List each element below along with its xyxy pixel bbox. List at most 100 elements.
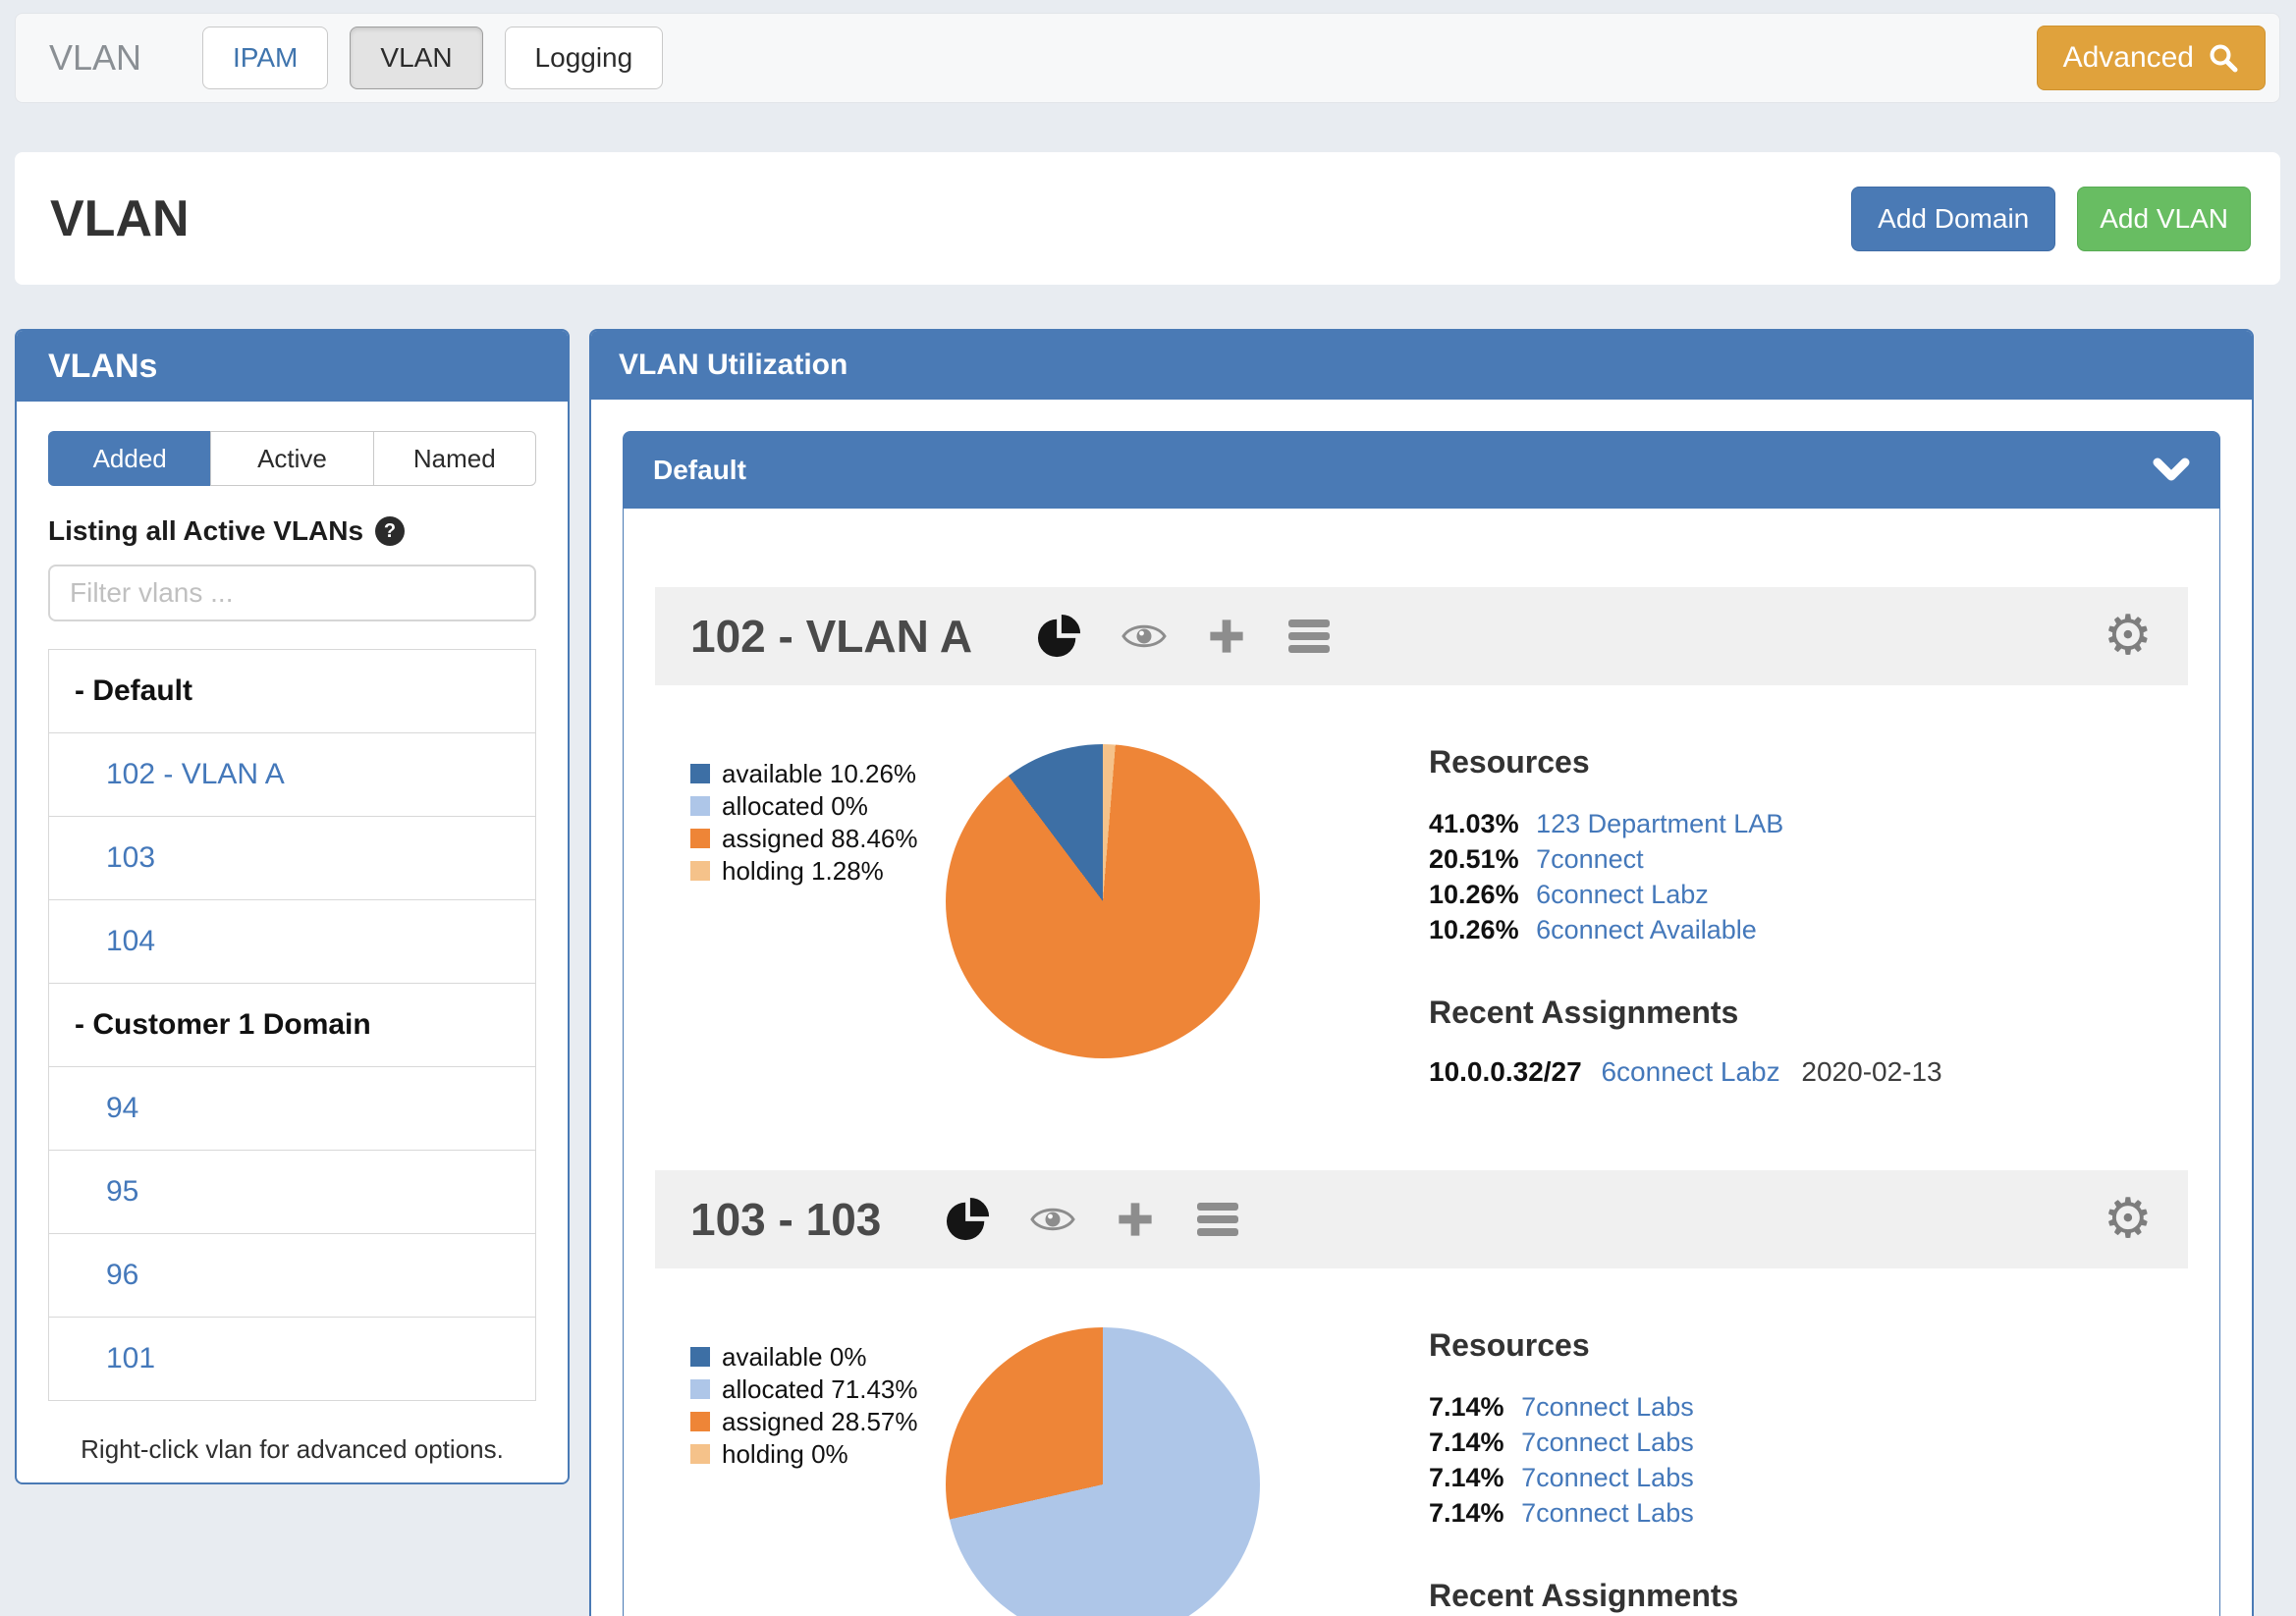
resource-row: 10.26% 6connect Available: [1429, 912, 1942, 947]
pie-legend: available 10.26% allocated 0% assigned 8…: [690, 744, 946, 1088]
vlan-card-actions: [946, 1197, 1240, 1242]
vlan-row[interactable]: 96: [49, 1234, 535, 1318]
menu-bars-icon[interactable]: [1286, 616, 1332, 657]
vlan-domain-row[interactable]: - Customer 1 Domain: [49, 984, 535, 1067]
vlan-card-102: 102 - VLAN A: [655, 587, 2188, 1123]
plus-icon[interactable]: [1115, 1199, 1156, 1240]
utilization-pie-chart: [946, 744, 1260, 1058]
legend-label: allocated 0%: [722, 791, 868, 821]
tab-logging[interactable]: Logging: [504, 27, 664, 89]
tab-ipam[interactable]: IPAM: [202, 27, 329, 89]
resources-heading: Resources: [1429, 1327, 1590, 1363]
resource-link[interactable]: 7connect: [1536, 844, 1644, 874]
domain-section-body: 102 - VLAN A: [624, 509, 2219, 1616]
pie-chart-icon[interactable]: [946, 1197, 991, 1242]
recent-assignments-heading: Recent Assignments: [1429, 995, 1739, 1030]
plus-icon[interactable]: [1206, 616, 1247, 657]
resource-row: 41.03% 123 Department LAB: [1429, 806, 1942, 841]
tab-added[interactable]: Added: [48, 431, 212, 486]
legend-item: available 10.26%: [690, 758, 946, 789]
resource-link[interactable]: 7connect Labs: [1521, 1427, 1694, 1457]
resources-heading: Resources: [1429, 744, 1590, 780]
tab-vlan[interactable]: VLAN: [350, 27, 483, 89]
tab-named[interactable]: Named: [372, 431, 536, 486]
legend-swatch-holding: [690, 861, 710, 881]
vlan-row[interactable]: 95: [49, 1151, 535, 1234]
resource-row: 20.51% 7connect: [1429, 841, 1942, 877]
legend-swatch-holding: [690, 1444, 710, 1464]
legend-item: assigned 28.57%: [690, 1406, 946, 1437]
resources-column: Resources 7.14% 7connect Labs 7.14% 7con…: [1429, 1327, 1942, 1616]
listing-caption-text: Listing all Active VLANs: [48, 515, 364, 546]
vlan-row[interactable]: 94: [49, 1067, 535, 1151]
resource-link[interactable]: 7connect Labs: [1521, 1392, 1694, 1422]
resource-link[interactable]: 6connect Available: [1536, 915, 1757, 944]
resource-row: 7.14% 7connect Labs: [1429, 1460, 1942, 1495]
legend-label: holding 0%: [722, 1439, 848, 1469]
eye-icon[interactable]: [1030, 1204, 1076, 1235]
domain-section-title: Default: [653, 455, 746, 485]
vlan-card-header: 102 - VLAN A: [655, 587, 2188, 685]
vlan-card-body: available 0% allocated 71.43% assigned 2…: [655, 1268, 2188, 1616]
vlan-card-actions: [1037, 614, 1332, 659]
help-question-icon[interactable]: ?: [375, 516, 406, 546]
legend-swatch-assigned: [690, 829, 710, 848]
pie-chart-icon[interactable]: [1037, 614, 1082, 659]
add-domain-button[interactable]: Add Domain: [1851, 186, 2056, 251]
legend-label: available 0%: [722, 1342, 867, 1372]
gear-icon[interactable]: ⚙: [2103, 1187, 2153, 1251]
chevron-down-icon[interactable]: [2153, 458, 2190, 483]
legend-swatch-allocated: [690, 796, 710, 816]
assignment-block: 10.0.0.32/27: [1429, 1056, 1582, 1087]
resource-link[interactable]: 7connect Labs: [1521, 1463, 1694, 1492]
resources-rows: 7.14% 7connect Labs 7.14% 7connect Labs …: [1429, 1389, 1942, 1531]
legend-swatch-assigned: [690, 1412, 710, 1431]
header-actions: Add Domain Add VLAN: [1851, 186, 2251, 251]
page-header: VLAN Add Domain Add VLAN: [15, 152, 2280, 285]
tab-active[interactable]: Active: [210, 431, 374, 486]
legend-item: assigned 88.46%: [690, 823, 946, 854]
advanced-search-button[interactable]: Advanced: [2036, 26, 2266, 90]
recent-assignments-heading: Recent Assignments: [1429, 1578, 1739, 1613]
vlan-list-mode-tabs: Added Active Named: [48, 431, 536, 486]
eye-icon[interactable]: [1121, 620, 1167, 652]
app-section-label: VLAN: [49, 37, 142, 78]
domain-section-header[interactable]: Default: [624, 432, 2219, 509]
vlan-row[interactable]: 102 - VLAN A: [49, 733, 535, 817]
legend-item: allocated 71.43%: [690, 1374, 946, 1405]
resource-link[interactable]: 6connect Labz: [1536, 880, 1709, 909]
resource-pct: 10.26%: [1429, 915, 1519, 944]
filter-vlans-input[interactable]: [48, 565, 536, 621]
resource-row: 7.14% 7connect Labs: [1429, 1389, 1942, 1425]
vlan-card-header: 103 - 103: [655, 1170, 2188, 1268]
vlan-row[interactable]: 101: [106, 1342, 156, 1374]
resource-link[interactable]: 123 Department LAB: [1536, 809, 1784, 838]
vlan-row[interactable]: 103: [49, 817, 535, 900]
menu-bars-icon[interactable]: [1195, 1199, 1240, 1240]
legend-item: available 0%: [690, 1341, 946, 1373]
assignment-date: 2020-02-13: [1801, 1056, 1942, 1087]
resource-pct: 7.14%: [1429, 1463, 1504, 1492]
resource-row: 10.26% 6connect Labz: [1429, 877, 1942, 912]
vlan-card-title: 103 - 103: [690, 1194, 882, 1245]
resources-rows: 41.03% 123 Department LAB 20.51% 7connec…: [1429, 806, 1942, 947]
resource-pct: 10.26%: [1429, 880, 1519, 909]
sidebar-footer-note: Right-click vlan for advanced options.: [81, 1434, 504, 1464]
search-icon: [2208, 42, 2239, 74]
legend-label: available 10.26%: [722, 759, 917, 788]
assignment-link[interactable]: 6connect Labz: [1601, 1056, 1780, 1087]
vlans-panel-title: VLANs: [17, 331, 568, 402]
advanced-button-label: Advanced: [2062, 41, 2194, 74]
resources-column: Resources 41.03% 123 Department LAB 20.5…: [1429, 744, 1942, 1088]
add-vlan-button[interactable]: Add VLAN: [2077, 186, 2251, 251]
pie-legend: available 0% allocated 71.43% assigned 2…: [690, 1327, 946, 1616]
vlan-row[interactable]: 104: [49, 900, 535, 984]
recent-assignment-row: 10.0.0.32/27 6connect Labz 2020-02-13: [1429, 1056, 1942, 1088]
legend-item: allocated 0%: [690, 790, 946, 822]
resource-link[interactable]: 7connect Labs: [1521, 1498, 1694, 1528]
vlan-card-body: available 10.26% allocated 0% assigned 8…: [655, 685, 2188, 1123]
vlan-domain-row[interactable]: - Default: [49, 650, 535, 733]
top-nav-bar: VLAN IPAM VLAN Logging Advanced: [15, 13, 2280, 103]
gear-icon[interactable]: ⚙: [2103, 604, 2153, 668]
legend-swatch-available: [690, 1347, 710, 1367]
